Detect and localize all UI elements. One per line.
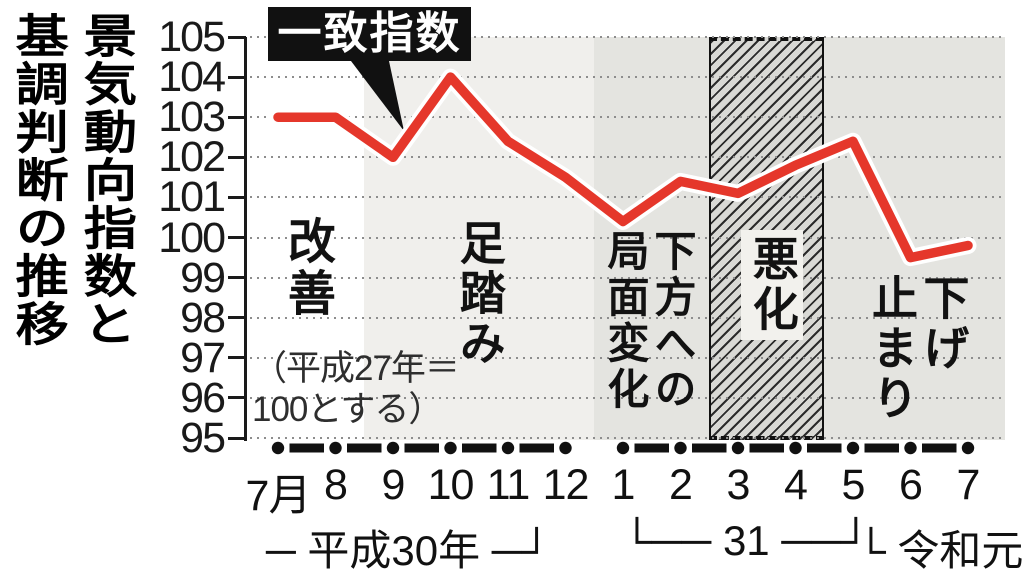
timeline-dot-8	[731, 441, 745, 455]
timeline-dot-4	[501, 441, 515, 455]
y-tick-95	[228, 436, 246, 440]
month-label-12: 7	[956, 461, 981, 509]
y-tick-96	[228, 396, 246, 400]
timeline-dot-5	[559, 441, 572, 455]
phase-label-4: 下げ 止まり	[864, 274, 971, 424]
phase-label-0: 改善	[278, 216, 335, 320]
timeline-bar-8	[749, 443, 784, 453]
gridline-99	[250, 276, 1005, 279]
y-tick-label-99: 99	[180, 253, 226, 302]
timeline-bar-10	[864, 443, 899, 453]
era-label-reiwa1: └ 令和元 ─	[856, 527, 1024, 574]
month-label-3: 10	[427, 461, 475, 509]
y-tick-105	[228, 35, 246, 39]
month-label-1: 8	[324, 461, 348, 509]
y-tick-104	[228, 75, 246, 79]
timeline-dot-7	[674, 441, 687, 455]
phase-label-1: 足踏み	[452, 219, 507, 369]
y-tick-101	[228, 195, 246, 199]
timeline-dot-12	[961, 441, 975, 455]
y-tick-102	[228, 155, 246, 159]
era-label-heisei30: ─ 平成30年 ─┘	[266, 527, 552, 574]
month-timeline	[271, 441, 975, 455]
timeline-dot-2	[386, 441, 400, 455]
timeline-bar-9	[807, 443, 842, 453]
timeline-bar-1	[347, 443, 382, 453]
gridline-97	[250, 356, 1005, 359]
y-axis-line	[244, 37, 247, 441]
gridline-95	[250, 437, 1005, 439]
phase-label-3: 悪化	[741, 230, 803, 340]
y-tick-label-102: 102	[158, 133, 226, 182]
y-tick-label-100: 100	[158, 213, 226, 262]
y-tick-97	[228, 356, 246, 360]
timeline-bar-7	[692, 443, 727, 453]
timeline-bar-4	[519, 443, 554, 453]
phase-label-2: 下方への 局面変化	[600, 229, 698, 413]
gridline-101	[250, 196, 1005, 199]
month-label-10: 5	[841, 461, 866, 509]
y-tick-label-98: 98	[180, 293, 226, 342]
month-label-6: 1	[611, 461, 636, 509]
legend-box: 一致指数	[268, 7, 471, 61]
base-year-note: （平成27年＝ 100とする）	[252, 349, 460, 430]
legend-label: 一致指数	[277, 9, 462, 58]
timeline-dot-6	[616, 441, 630, 455]
gridline-104	[250, 76, 1005, 79]
month-label-8: 3	[726, 461, 751, 509]
gridline-96	[250, 396, 1005, 399]
timeline-dot-0	[271, 441, 285, 455]
timeline-bar-6	[634, 443, 669, 453]
month-label-2: 9	[381, 461, 406, 509]
y-tick-103	[228, 115, 246, 119]
timeline-dot-11	[904, 441, 917, 455]
month-label-5: 12	[542, 461, 590, 509]
base-year-note-line1: （平成27年＝	[252, 349, 460, 388]
timeline-bar-11	[922, 443, 957, 453]
gridline-103	[250, 116, 1005, 119]
base-year-note-line2: 100とする）	[252, 389, 443, 429]
timeline-bar-2	[404, 443, 439, 453]
y-tick-label-104: 104	[158, 53, 226, 102]
month-label-0: 7月	[245, 472, 312, 520]
gridline-102	[250, 156, 1005, 159]
chart-title-line2: 基調判断の推移	[8, 12, 69, 348]
y-tick-label-103: 103	[158, 93, 226, 142]
timeline-bar-3	[462, 443, 497, 453]
month-label-4: 11	[486, 461, 531, 509]
y-tick-label-97: 97	[180, 333, 226, 382]
y-tick-label-96: 96	[180, 373, 226, 422]
timeline-bar-0	[289, 443, 324, 453]
timeline-dot-3	[444, 441, 457, 455]
timeline-dot-9	[789, 441, 802, 455]
era-label-heisei31: └── 31 ──┘	[622, 517, 871, 564]
gridline-105	[250, 36, 1005, 38]
month-label-9: 4	[784, 461, 808, 509]
y-tick-100	[228, 236, 246, 239]
gridline-98	[250, 316, 1005, 319]
y-tick-98	[228, 316, 246, 320]
timeline-dot-10	[846, 441, 860, 455]
y-tick-label-105: 105	[158, 13, 226, 61]
timeline-dot-1	[329, 441, 342, 455]
month-label-11: 6	[899, 461, 923, 509]
month-label-7: 2	[669, 461, 693, 509]
chart-title-line1: 景気動向指数と	[76, 12, 138, 348]
y-tick-label-95: 95	[180, 414, 226, 462]
y-tick-label-101: 101	[158, 173, 226, 222]
chart-title: 景気動向指数と 基調判断の推移	[4, 12, 141, 348]
y-tick-99	[228, 276, 246, 280]
